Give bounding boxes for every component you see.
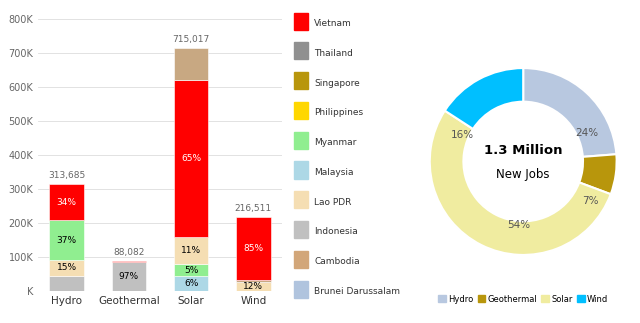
Text: 11%: 11% xyxy=(181,246,201,255)
Bar xyxy=(174,48,208,80)
Text: 7%: 7% xyxy=(582,196,599,206)
Text: 65%: 65% xyxy=(181,154,201,163)
Bar xyxy=(174,237,208,264)
Bar xyxy=(294,281,308,297)
Bar xyxy=(49,276,84,291)
Text: 715,017: 715,017 xyxy=(173,35,210,44)
Bar xyxy=(294,162,308,179)
Text: 16%: 16% xyxy=(451,130,474,140)
Text: 5%: 5% xyxy=(184,266,198,275)
Bar xyxy=(49,221,84,260)
Wedge shape xyxy=(523,68,616,157)
Text: Brunei Darussalam: Brunei Darussalam xyxy=(314,287,400,296)
Text: 37%: 37% xyxy=(56,236,77,245)
Text: Thailand: Thailand xyxy=(314,49,353,58)
Text: 15%: 15% xyxy=(56,263,77,272)
Text: Myanmar: Myanmar xyxy=(314,138,356,147)
Text: 216,511: 216,511 xyxy=(235,204,272,213)
Bar xyxy=(294,42,308,59)
Text: Lao PDR: Lao PDR xyxy=(314,198,351,207)
Bar xyxy=(294,72,308,89)
Bar xyxy=(174,276,208,291)
Text: 85%: 85% xyxy=(243,244,264,253)
Bar xyxy=(49,184,84,221)
Bar xyxy=(112,262,146,291)
Text: Cambodia: Cambodia xyxy=(314,257,360,266)
Text: 88,082: 88,082 xyxy=(113,248,145,257)
Text: Philippines: Philippines xyxy=(314,108,364,117)
Bar xyxy=(294,132,308,149)
Bar xyxy=(294,13,308,30)
Bar xyxy=(294,251,308,268)
Wedge shape xyxy=(430,111,611,255)
Text: Malaysia: Malaysia xyxy=(314,168,354,177)
Bar xyxy=(174,264,208,276)
Text: 24%: 24% xyxy=(575,129,598,139)
Text: 6%: 6% xyxy=(184,279,198,288)
Bar xyxy=(294,191,308,208)
Text: 12%: 12% xyxy=(243,282,264,291)
Legend: Hydro, Geothermal, Solar, Wind: Hydro, Geothermal, Solar, Wind xyxy=(435,291,612,307)
Text: Indonesia: Indonesia xyxy=(314,227,358,236)
Text: 97%: 97% xyxy=(119,272,139,281)
Wedge shape xyxy=(445,68,524,129)
Bar xyxy=(112,261,146,262)
Bar xyxy=(236,280,271,282)
Text: Singapore: Singapore xyxy=(314,78,360,88)
Bar xyxy=(236,217,271,280)
Text: 34%: 34% xyxy=(56,198,77,207)
Text: 313,685: 313,685 xyxy=(48,171,85,180)
Bar xyxy=(49,260,84,276)
Text: 54%: 54% xyxy=(507,220,530,230)
Bar xyxy=(174,80,208,237)
Text: New Jobs: New Jobs xyxy=(497,168,550,181)
Bar xyxy=(294,102,308,119)
Wedge shape xyxy=(579,154,616,194)
Bar xyxy=(236,282,271,291)
Text: Vietnam: Vietnam xyxy=(314,19,352,28)
Bar xyxy=(294,221,308,238)
Text: 1.3 Million: 1.3 Million xyxy=(484,144,563,157)
